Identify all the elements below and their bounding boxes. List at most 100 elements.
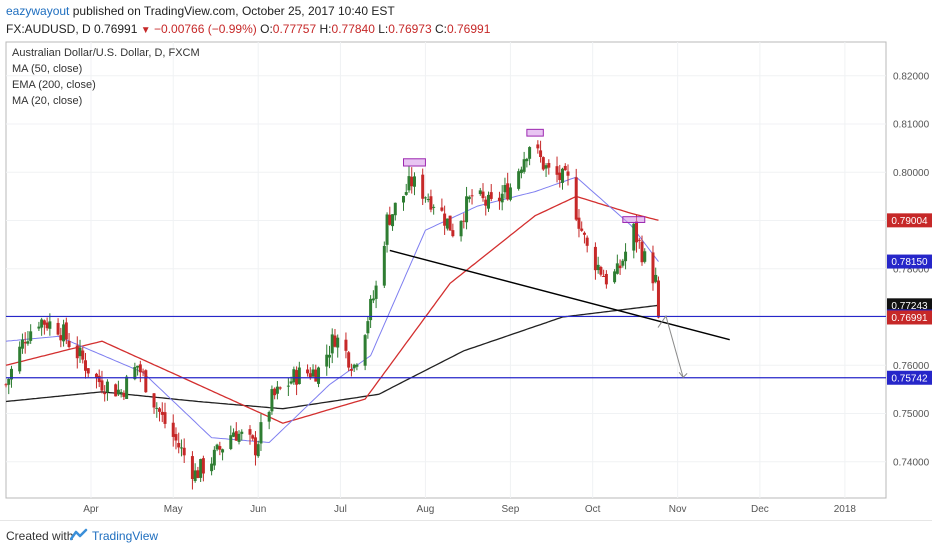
- candle: [503, 177, 507, 199]
- candle: [391, 214, 395, 231]
- candle: [201, 455, 205, 482]
- candle: [374, 280, 378, 309]
- candle: [618, 259, 622, 275]
- candle-body: [544, 165, 548, 169]
- candle: [270, 385, 274, 415]
- candle-body: [160, 411, 164, 415]
- candle-body: [522, 159, 526, 172]
- candle: [525, 157, 529, 168]
- candle: [443, 205, 447, 235]
- x-tick-label: Sep: [502, 504, 520, 515]
- candle-body: [489, 192, 493, 199]
- candle: [407, 166, 411, 193]
- candle-body: [539, 150, 543, 157]
- close-label: C:: [435, 22, 447, 36]
- candle: [393, 202, 397, 221]
- candle-body: [462, 220, 466, 222]
- candle-body: [640, 241, 644, 263]
- candle: [240, 429, 244, 441]
- candle: [275, 381, 279, 400]
- candle-body: [177, 442, 181, 448]
- candle: [500, 185, 504, 211]
- candle: [116, 380, 120, 396]
- candle: [218, 441, 222, 456]
- candle: [574, 168, 578, 222]
- candle: [651, 245, 655, 291]
- candle: [656, 276, 660, 319]
- candle-body: [237, 433, 241, 442]
- candle: [42, 319, 46, 335]
- candle: [114, 383, 118, 397]
- candle-body: [580, 228, 584, 231]
- candle-body: [637, 239, 641, 241]
- candle-body: [199, 459, 203, 478]
- candle: [621, 258, 625, 268]
- price-label-box: [887, 213, 932, 228]
- candle: [327, 345, 331, 369]
- candle: [45, 317, 49, 331]
- candle-body: [503, 184, 507, 193]
- candle-body: [635, 221, 639, 243]
- candle-body: [114, 384, 118, 397]
- candle-body: [182, 447, 186, 456]
- candle: [18, 341, 22, 374]
- candle: [508, 183, 512, 202]
- published-text: published on TradingView.com, October 25…: [72, 4, 395, 18]
- candle: [544, 163, 548, 177]
- y-tick-label: 0.82000: [893, 71, 930, 82]
- candle-body: [484, 199, 488, 206]
- price-chart[interactable]: 0.820000.810000.800000.790000.780000.770…: [0, 0, 932, 520]
- candle-body: [275, 386, 279, 394]
- candle: [23, 332, 27, 354]
- candle: [234, 422, 238, 441]
- high-value: 0.77840: [331, 22, 375, 36]
- candle: [604, 270, 608, 289]
- candle-body: [459, 221, 463, 237]
- candle-body: [37, 326, 41, 329]
- candle: [333, 328, 337, 348]
- candle-body: [500, 193, 504, 203]
- candle-body: [445, 218, 449, 229]
- candle: [596, 256, 600, 274]
- candle-body: [144, 370, 148, 393]
- x-tick-label: Apr: [83, 504, 99, 515]
- candle-body: [179, 447, 183, 449]
- x-tick-label: Oct: [585, 504, 601, 515]
- candle-body: [412, 176, 416, 187]
- candle-body: [229, 435, 233, 449]
- candle-body: [105, 381, 109, 392]
- candle-body: [86, 368, 90, 374]
- candle-body: [251, 435, 255, 439]
- candle-body: [371, 298, 375, 301]
- candle-body: [29, 331, 33, 341]
- candle-body: [270, 389, 274, 412]
- author-link[interactable]: eazywayout: [6, 4, 70, 18]
- candle-body: [125, 376, 129, 399]
- y-tick-label: 0.74000: [893, 457, 930, 468]
- candle: [478, 187, 482, 196]
- low-label: L:: [378, 22, 389, 36]
- candle: [193, 463, 197, 483]
- candle: [56, 318, 60, 336]
- candle-body: [615, 263, 619, 274]
- candle: [325, 344, 329, 376]
- price-label-text: 0.75742: [891, 373, 928, 384]
- candle-body: [273, 388, 277, 396]
- candle-body: [94, 373, 98, 378]
- candle-body: [355, 364, 359, 367]
- candle-body: [385, 214, 389, 245]
- candle-body: [577, 217, 581, 229]
- candle: [412, 172, 416, 196]
- candle: [160, 402, 164, 423]
- close-value: 0.76991: [447, 22, 491, 36]
- x-tick-label: 2018: [834, 504, 857, 515]
- candle-body: [566, 171, 570, 176]
- candle-body: [122, 392, 126, 397]
- candle-body: [604, 273, 608, 285]
- tradingview-brand-link[interactable]: TradingView: [92, 529, 159, 543]
- candle: [643, 248, 647, 264]
- candle: [158, 407, 162, 422]
- candle: [566, 164, 570, 186]
- candle: [155, 402, 159, 418]
- candle-body: [508, 187, 512, 200]
